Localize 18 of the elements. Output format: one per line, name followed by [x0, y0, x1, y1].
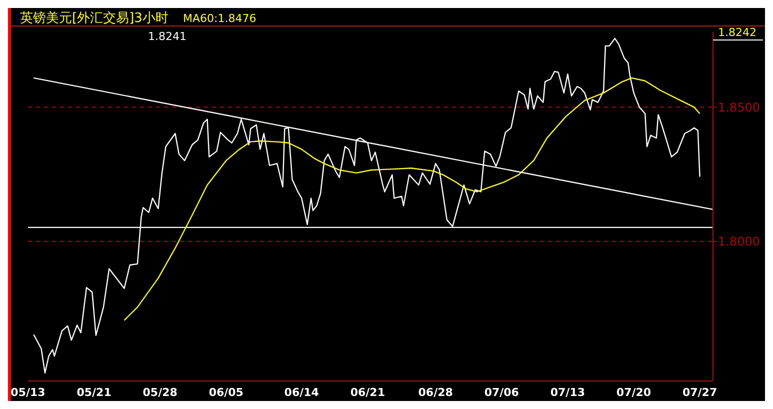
x-tick-label: 07/06	[484, 386, 520, 399]
text: MA60:1.8476	[183, 12, 256, 25]
x-tick-label: 07/27	[682, 386, 718, 399]
x-tick-label: 05/21	[76, 386, 112, 399]
x-tick-label: 07/13	[550, 386, 586, 399]
annotation: 1.8241	[148, 30, 186, 43]
chart-title: 英镑美元[外汇交易]3小时	[20, 10, 168, 26]
x-tick-label: 06/28	[418, 386, 453, 399]
x-tick-label: 07/20	[616, 386, 652, 399]
x-tick-label: 05/28	[142, 386, 178, 399]
x-tick-label: 06/14	[284, 386, 320, 399]
x-tick-label: 06/21	[350, 386, 385, 399]
line-series	[124, 77, 700, 321]
x-tick-label: 06/05	[208, 386, 244, 399]
x-tick-label: 05/13	[10, 386, 46, 399]
y-tick-label: 1.8500	[718, 100, 760, 114]
text: 1.8242	[718, 26, 756, 39]
y-tick-label: 1.8000	[718, 234, 760, 249]
